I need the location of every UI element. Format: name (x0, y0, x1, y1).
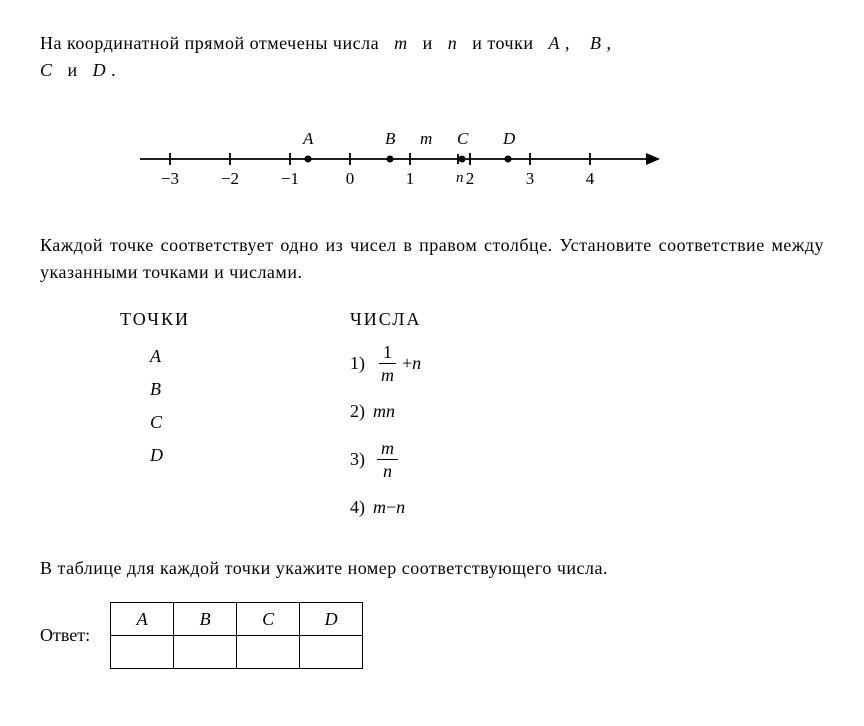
svg-text:C: C (457, 129, 469, 148)
text: и (423, 33, 433, 53)
problem-statement: На координатной прямой отмечены числа m … (40, 30, 824, 84)
text: На координатной прямой отмечены числа (40, 33, 379, 53)
var-m: m (394, 33, 408, 53)
fraction: 1m (377, 343, 398, 384)
svg-text:D: D (502, 129, 516, 148)
svg-text:−2: −2 (221, 169, 239, 188)
expr: mn (373, 398, 395, 425)
instruction-text: Каждой точке соответствует одно из чисел… (40, 232, 824, 286)
number-index: 3) (350, 446, 365, 473)
points-numbers-columns: ТОЧКИ ABCD ЧИСЛА 1)1m + n2)mn3)mn4)m − n (120, 306, 824, 535)
number-line: −3 −2 −1 0 1 2 3 4 A B C Dm n (120, 104, 824, 202)
answer-input-cell[interactable] (300, 636, 363, 669)
number-item: 4)m − n (350, 494, 421, 521)
svg-text:4: 4 (586, 169, 595, 188)
points-heading: ТОЧКИ (120, 306, 190, 333)
point-label: C (40, 60, 53, 80)
number-line-svg: −3 −2 −1 0 1 2 3 4 A B C Dm n (120, 104, 660, 194)
text: , (606, 33, 611, 53)
text: и точки (472, 33, 533, 53)
points-column: ТОЧКИ ABCD (120, 306, 190, 535)
number-item: 2) mn (350, 398, 421, 425)
number-item: 1)1m + n (350, 343, 421, 384)
svg-text:2: 2 (466, 169, 475, 188)
point-item: B (150, 376, 190, 403)
answer-section: Ответ: ABCD (40, 602, 824, 669)
svg-text:1: 1 (406, 169, 415, 188)
number-index: 2) (350, 398, 365, 425)
answer-header-cell: C (237, 603, 300, 636)
svg-text:m: m (420, 129, 432, 148)
svg-text:−3: −3 (161, 169, 179, 188)
text: , (565, 33, 570, 53)
answer-header-cell: B (174, 603, 237, 636)
svg-text:−1: −1 (281, 169, 299, 188)
svg-text:n: n (456, 170, 464, 186)
svg-text:3: 3 (526, 169, 535, 188)
svg-text:B: B (385, 129, 396, 148)
answer-label: Ответ: (40, 622, 90, 649)
point-item: C (150, 409, 190, 436)
text: и (68, 60, 78, 80)
answer-header-cell: D (300, 603, 363, 636)
point-label: B (590, 33, 602, 53)
numbers-heading: ЧИСЛА (350, 306, 421, 333)
answer-input-cell[interactable] (111, 636, 174, 669)
numbers-column: ЧИСЛА 1)1m + n2)mn3)mn4)m − n (350, 306, 421, 535)
point-label: A (548, 33, 560, 53)
number-index: 4) (350, 494, 365, 521)
text: . (111, 60, 116, 80)
number-item: 3) mn (350, 439, 421, 480)
svg-text:A: A (302, 129, 314, 148)
point-label: D (93, 60, 107, 80)
var-n: n (448, 33, 458, 53)
answer-table: ABCD (110, 602, 363, 669)
number-index: 1) (350, 350, 365, 377)
answer-input-cell[interactable] (174, 636, 237, 669)
point-item: A (150, 343, 190, 370)
fraction: mn (377, 439, 398, 480)
table-instruction: В таблице для каждой точки укажите номер… (40, 555, 824, 582)
answer-header-cell: A (111, 603, 174, 636)
svg-text:0: 0 (346, 169, 355, 188)
answer-input-cell[interactable] (237, 636, 300, 669)
point-item: D (150, 442, 190, 469)
